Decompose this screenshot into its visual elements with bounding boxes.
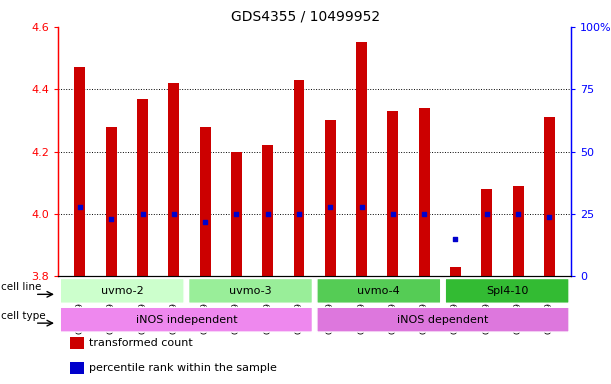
Bar xyxy=(293,80,304,276)
FancyBboxPatch shape xyxy=(317,307,569,332)
Bar xyxy=(544,118,555,276)
Text: percentile rank within the sample: percentile rank within the sample xyxy=(89,363,276,373)
Bar xyxy=(231,152,242,276)
Text: iNOS independent: iNOS independent xyxy=(136,314,237,325)
FancyBboxPatch shape xyxy=(445,278,569,303)
Bar xyxy=(481,189,492,276)
Point xyxy=(232,211,241,217)
Bar xyxy=(513,186,524,276)
FancyBboxPatch shape xyxy=(189,278,312,303)
Point xyxy=(450,236,460,242)
Point xyxy=(75,204,85,210)
FancyBboxPatch shape xyxy=(60,278,184,303)
Text: cell line: cell line xyxy=(1,282,42,293)
Point xyxy=(106,216,116,222)
Text: GDS4355 / 10499952: GDS4355 / 10499952 xyxy=(231,10,380,23)
Text: Spl4-10: Spl4-10 xyxy=(486,286,529,296)
FancyBboxPatch shape xyxy=(317,278,441,303)
Bar xyxy=(356,43,367,276)
Bar xyxy=(200,127,211,276)
Text: uvmo-4: uvmo-4 xyxy=(357,286,400,296)
Point xyxy=(357,204,367,210)
Bar xyxy=(169,83,179,276)
Point xyxy=(388,211,398,217)
Point xyxy=(169,211,179,217)
Text: transformed count: transformed count xyxy=(89,338,192,348)
Bar xyxy=(387,111,398,276)
Bar xyxy=(106,127,117,276)
Bar xyxy=(450,267,461,276)
FancyBboxPatch shape xyxy=(60,307,312,332)
Text: uvmo-2: uvmo-2 xyxy=(101,286,144,296)
Point xyxy=(200,218,210,225)
Point xyxy=(544,214,554,220)
Bar xyxy=(75,68,86,276)
Text: cell type: cell type xyxy=(1,311,46,321)
Point xyxy=(419,211,429,217)
Point xyxy=(326,204,335,210)
Point xyxy=(482,211,492,217)
Text: iNOS dependent: iNOS dependent xyxy=(397,314,489,325)
Bar xyxy=(419,108,430,276)
Point xyxy=(263,211,273,217)
Point xyxy=(137,211,147,217)
Bar xyxy=(262,146,273,276)
Bar xyxy=(325,121,336,276)
Bar xyxy=(137,99,148,276)
Point xyxy=(294,211,304,217)
Text: uvmo-3: uvmo-3 xyxy=(229,286,272,296)
Point xyxy=(513,211,523,217)
